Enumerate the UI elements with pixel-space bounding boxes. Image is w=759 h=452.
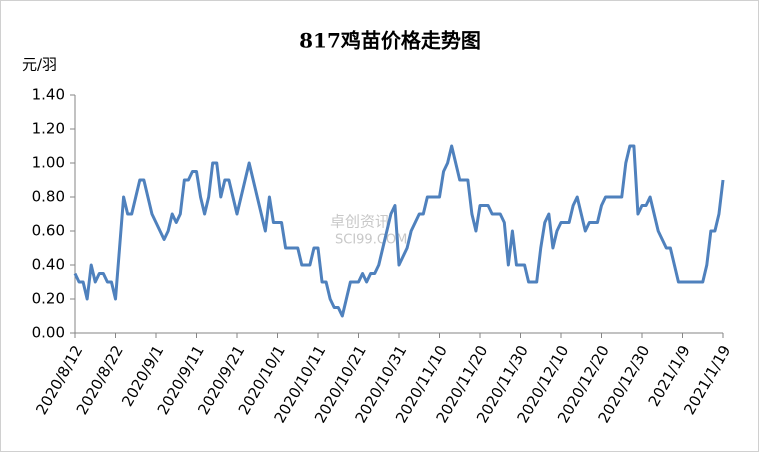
chart-title: 817鸡苗价格走势图: [299, 29, 481, 53]
y-tick-label: 0.00: [32, 324, 65, 342]
watermark: SCI99.COM: [335, 233, 407, 248]
y-tick-label: 1.40: [32, 86, 65, 104]
watermark: 卓创资讯: [330, 213, 390, 231]
y-tick-label: 0.60: [32, 222, 65, 240]
data-line: [73, 144, 725, 318]
y-tick-label: 0.20: [32, 290, 65, 308]
y-tick-label: 0.40: [32, 256, 65, 274]
y-axis-label: 元/羽: [22, 56, 57, 74]
y-tick-label: 1.00: [32, 154, 65, 172]
y-tick-label: 0.80: [32, 188, 65, 206]
y-tick-label: 1.20: [32, 120, 65, 138]
